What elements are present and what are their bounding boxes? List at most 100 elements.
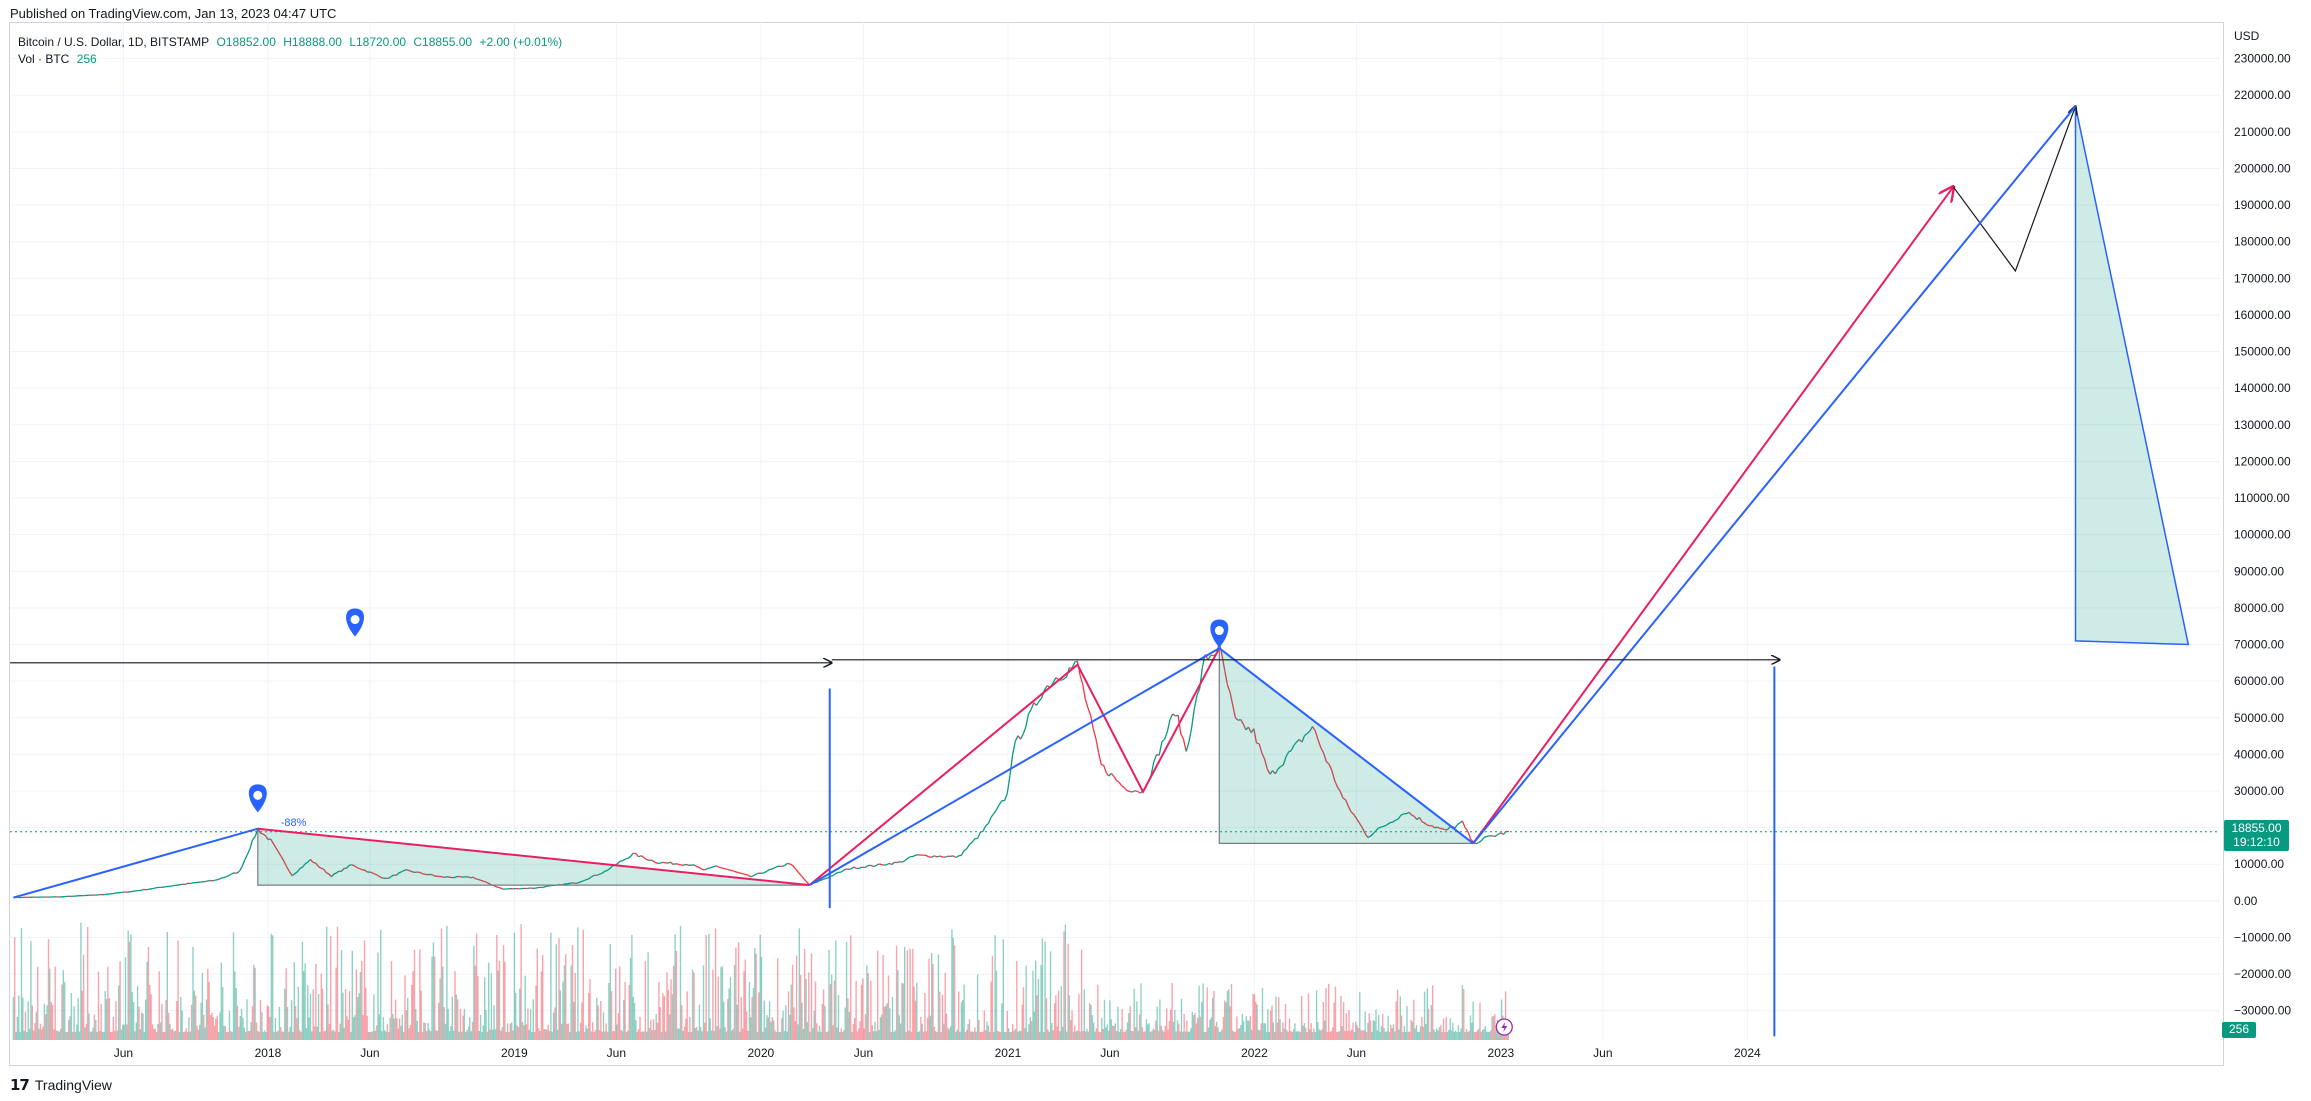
price-segment xyxy=(575,882,579,885)
price-segment xyxy=(651,859,656,863)
price-segment xyxy=(1129,790,1133,793)
price-segment xyxy=(252,836,256,841)
price-segment xyxy=(830,874,834,877)
projection-black-arrow xyxy=(1952,106,2075,273)
price-segment xyxy=(580,880,584,883)
price-segment xyxy=(317,865,322,869)
y-tick-label: 200000.00 xyxy=(2234,161,2291,175)
price-segment xyxy=(1372,830,1377,834)
percent-annotation: -88% xyxy=(281,817,307,829)
price-segment xyxy=(1492,835,1496,838)
price-segment xyxy=(330,873,335,878)
bear-trendline xyxy=(1218,647,1474,845)
price-segment xyxy=(1389,821,1393,824)
price-segment xyxy=(630,852,634,857)
price-segment xyxy=(1364,833,1369,838)
x-tick-label: 2024 xyxy=(1734,1046,1761,1060)
price-segment xyxy=(718,866,722,869)
price-segment xyxy=(891,861,895,866)
y-tick-label: 190000.00 xyxy=(2234,198,2291,212)
price-segment xyxy=(470,876,474,879)
x-tick-label: Jun xyxy=(360,1046,379,1060)
price-segment xyxy=(356,867,360,870)
price-segment xyxy=(875,863,879,867)
price-segment xyxy=(704,867,708,871)
price-segment xyxy=(146,888,150,891)
price-segment xyxy=(1232,705,1237,719)
price-segment xyxy=(1012,741,1016,755)
price-segment xyxy=(1470,838,1474,843)
price-segment xyxy=(934,855,938,858)
price-segment xyxy=(880,863,884,866)
price-segment xyxy=(1253,728,1258,744)
projection-triangle xyxy=(2074,106,2190,646)
y-tick-label: 110000.00 xyxy=(2234,491,2290,505)
price-segment xyxy=(217,877,221,881)
price-segment xyxy=(494,885,498,888)
price-segment xyxy=(1367,835,1371,839)
price-segment xyxy=(773,866,778,869)
price-segment xyxy=(333,872,337,875)
price-segment xyxy=(472,876,477,880)
x-tick-label: Jun xyxy=(1347,1046,1366,1060)
y-tick-label: 150000.00 xyxy=(2234,345,2291,359)
price-segment xyxy=(850,866,855,870)
price-segment xyxy=(1092,728,1097,739)
price-segment xyxy=(685,863,689,866)
price-segment xyxy=(832,872,837,877)
price-segment xyxy=(272,843,277,849)
price-segment xyxy=(270,838,274,844)
price-segment xyxy=(1025,713,1030,727)
price-segment xyxy=(987,817,992,824)
price-segment xyxy=(1370,833,1374,837)
price-segment xyxy=(797,871,802,876)
y-tick-label: 140000.00 xyxy=(2234,381,2291,395)
change-value: +2.00 (+0.01%) xyxy=(479,35,563,49)
price-segment xyxy=(535,886,539,889)
price-segment xyxy=(803,878,808,883)
price-segment xyxy=(971,838,976,843)
y-tick-label: −30000.00 xyxy=(2234,1004,2291,1018)
price-segment xyxy=(1006,775,1011,794)
price-segment xyxy=(1486,835,1490,838)
price-segment xyxy=(620,859,624,862)
price-segment xyxy=(1009,754,1014,776)
x-tick-label: 2019 xyxy=(501,1046,528,1060)
price-segment xyxy=(604,869,608,872)
price-segment xyxy=(1022,726,1027,735)
price-segment xyxy=(693,864,698,867)
price-segment xyxy=(766,869,770,873)
price-segment xyxy=(912,854,916,858)
price-segment xyxy=(567,882,571,885)
price-segment xyxy=(302,863,306,868)
y-tick-label: 50000.00 xyxy=(2234,711,2284,725)
price-segment xyxy=(904,857,909,862)
y-tick-label: 220000.00 xyxy=(2234,88,2291,102)
chart-pane[interactable] xyxy=(9,22,2224,1066)
price-segment xyxy=(737,871,741,874)
price-segment xyxy=(1442,828,1446,831)
price-segment xyxy=(1158,741,1163,756)
price-segment xyxy=(1123,786,1128,791)
price-segment xyxy=(1087,707,1092,716)
price-segment xyxy=(1190,708,1195,729)
price-segment xyxy=(1358,822,1363,828)
price-segment xyxy=(864,865,868,869)
price-segment xyxy=(747,874,752,878)
price-segment xyxy=(1095,738,1100,753)
price-segment xyxy=(843,868,847,872)
price-segment xyxy=(1285,751,1290,758)
price-segment xyxy=(260,832,264,835)
price-segment xyxy=(1290,745,1295,751)
price-segment xyxy=(346,864,350,869)
price-segment xyxy=(1150,761,1155,776)
price-segment xyxy=(1424,822,1428,826)
price-segment xyxy=(179,883,183,886)
price-segment xyxy=(1342,797,1347,801)
price-segment xyxy=(478,878,482,882)
price-segment xyxy=(902,859,906,863)
price-segment xyxy=(867,864,871,867)
price-segment xyxy=(771,867,775,870)
price-segment xyxy=(1242,723,1247,731)
